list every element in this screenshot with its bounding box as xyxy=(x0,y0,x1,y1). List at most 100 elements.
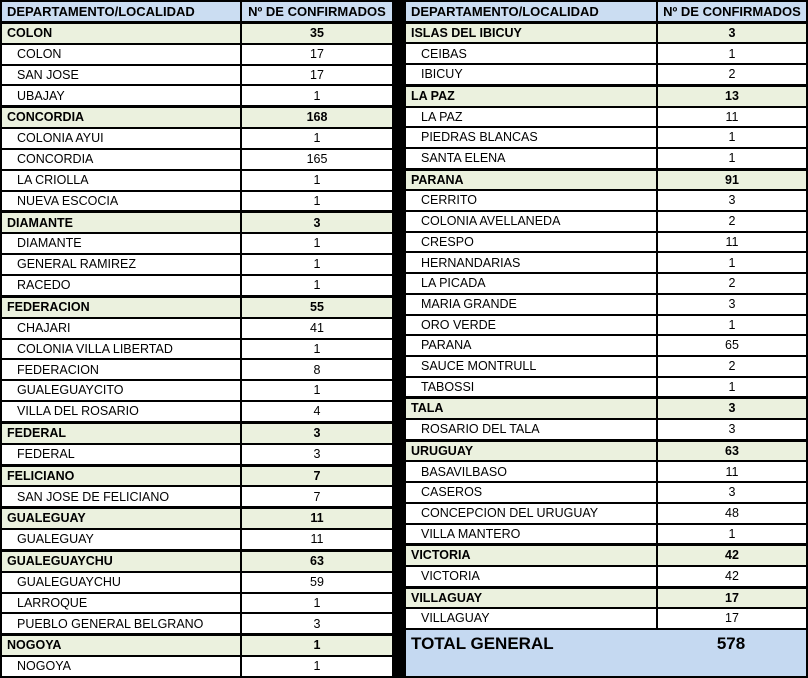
department-row: LA PAZ 13 xyxy=(406,83,806,106)
department-confirmed-count: 168 xyxy=(240,108,392,128)
locality-row: CONCEPCION DEL URUGUAY 48 xyxy=(406,501,806,523)
locality-name: UBAJAY xyxy=(17,88,65,103)
locality-confirmed-count: 11 xyxy=(656,232,806,252)
locality-name: CEIBAS xyxy=(421,46,467,61)
locality-name: HERNANDARIAS xyxy=(421,255,521,270)
locality-name: CASEROS xyxy=(421,485,483,500)
locality-row: HERNANDARIAS 1 xyxy=(406,251,806,273)
locality-name: VILLA DEL ROSARIO xyxy=(17,404,139,419)
locality-row: PARANA 65 xyxy=(406,334,806,355)
total-general-row: TOTAL GENERAL 578 xyxy=(406,628,806,677)
department-row: COLON 35 xyxy=(2,20,392,43)
locality-row: MARIA GRANDE 3 xyxy=(406,292,806,314)
department-name: VILLAGUAY xyxy=(411,590,483,605)
locality-confirmed-count: 8 xyxy=(240,360,392,380)
locality-row: VILLAGUAY 17 xyxy=(406,607,806,629)
department-row: NOGOYA 1 xyxy=(2,633,392,656)
department-name: VICTORIA xyxy=(411,548,471,563)
department-name: DIAMANTE xyxy=(7,215,73,230)
locality-confirmed-count: 2 xyxy=(656,65,806,84)
department-confirmed-count: 55 xyxy=(240,297,392,317)
department-confirmed-count: 3 xyxy=(240,213,392,233)
locality-confirmed-count: 1 xyxy=(240,255,392,274)
locality-row: BASAVILBASO 11 xyxy=(406,460,806,482)
locality-confirmed-count: 42 xyxy=(656,566,806,586)
locality-row: LA PAZ 11 xyxy=(406,105,806,127)
locality-name: PARANA xyxy=(421,338,472,353)
department-confirmed-count: 91 xyxy=(656,170,806,190)
locality-row: LA PICADA 2 xyxy=(406,272,806,293)
locality-confirmed-count: 3 xyxy=(656,483,806,502)
locality-confirmed-count: 41 xyxy=(240,318,392,338)
department-name: NOGOYA xyxy=(7,638,62,653)
locality-confirmed-count: 3 xyxy=(656,191,806,211)
locality-confirmed-count: 3 xyxy=(240,614,392,634)
locality-name: SAUCE MONTRULL xyxy=(421,359,537,374)
locality-confirmed-count: 165 xyxy=(240,149,392,169)
locality-confirmed-count: 11 xyxy=(656,107,806,127)
department-confirmed-count: 17 xyxy=(656,588,806,608)
locality-name: PIEDRAS BLANCAS xyxy=(421,130,538,145)
locality-name: RACEDO xyxy=(17,278,71,293)
locality-confirmed-count: 1 xyxy=(240,275,392,295)
locality-name: GENERAL RAMIREZ xyxy=(17,257,137,272)
locality-confirmed-count: 1 xyxy=(656,253,806,273)
locality-name: SAN JOSE xyxy=(17,67,79,82)
locality-confirmed-count: 1 xyxy=(240,129,392,148)
locality-row: SAN JOSE 17 xyxy=(2,63,392,85)
locality-name: CONCEPCION DEL URUGUAY xyxy=(421,505,599,520)
locality-confirmed-count: 65 xyxy=(656,336,806,355)
department-name: FELICIANO xyxy=(7,468,75,483)
locality-confirmed-count: 2 xyxy=(656,212,806,231)
locality-row: COLONIA VILLA LIBERTAD 1 xyxy=(2,337,392,359)
locality-row: SANTA ELENA 1 xyxy=(406,146,806,168)
locality-name: PUEBLO GENERAL BELGRANO xyxy=(17,616,204,631)
locality-name: LARROQUE xyxy=(17,595,88,610)
department-name: CONCORDIA xyxy=(7,110,85,125)
locality-row: TABOSSI 1 xyxy=(406,375,806,397)
department-confirmed-count: 1 xyxy=(240,636,392,656)
locality-name: MARIA GRANDE xyxy=(421,296,517,311)
locality-name: VILLA MANTERO xyxy=(421,526,521,541)
locality-name: CRESPO xyxy=(421,234,474,249)
locality-row: PUEBLO GENERAL BELGRANO 3 xyxy=(2,612,392,634)
department-confirmed-count: 35 xyxy=(240,23,392,43)
department-confirmed-count: 42 xyxy=(656,546,806,565)
locality-row: VICTORIA 42 xyxy=(406,564,806,586)
department-row: DIAMANTE 3 xyxy=(2,210,392,233)
locality-row: PIEDRAS BLANCAS 1 xyxy=(406,126,806,147)
locality-confirmed-count: 1 xyxy=(240,593,392,613)
locality-name: GUALEGUAY xyxy=(17,532,94,547)
locality-name: SANTA ELENA xyxy=(421,151,506,166)
locality-row: VILLA MANTERO 1 xyxy=(406,522,806,544)
locality-confirmed-count: 1 xyxy=(656,44,806,64)
locality-row: LARROQUE 1 xyxy=(2,591,392,613)
department-row: GUALEGUAY 11 xyxy=(2,506,392,529)
locality-row: ORO VERDE 1 xyxy=(406,313,806,335)
locality-name: SAN JOSE DE FELICIANO xyxy=(17,489,170,504)
locality-confirmed-count: 1 xyxy=(240,234,392,254)
locality-row: IBICUY 2 xyxy=(406,63,806,84)
locality-name: LA PAZ xyxy=(421,109,463,124)
department-confirmed-count: 11 xyxy=(240,509,392,529)
department-row: FEDERACION 55 xyxy=(2,294,392,317)
locality-name: COLONIA VILLA LIBERTAD xyxy=(17,341,173,356)
locality-row: COLONIA AYUI 1 xyxy=(2,127,392,148)
department-confirmed-count: 7 xyxy=(240,466,392,486)
department-row: FELICIANO 7 xyxy=(2,463,392,486)
locality-confirmed-count: 1 xyxy=(656,148,806,168)
locality-name: GUALEGUAYCITO xyxy=(17,383,124,398)
locality-name: DIAMANTE xyxy=(17,236,82,251)
locality-confirmed-count: 1 xyxy=(240,191,392,211)
locality-confirmed-count: 1 xyxy=(240,86,392,106)
locality-confirmed-count: 3 xyxy=(656,294,806,314)
right-table: DEPARTAMENTO/LOCALIDAD Nº DE CONFIRMADOS… xyxy=(404,0,808,678)
column-header-confirmed-count: Nº DE CONFIRMADOS xyxy=(656,2,806,21)
locality-confirmed-count: 17 xyxy=(656,609,806,629)
department-name: LA PAZ xyxy=(411,88,455,103)
department-name: PARANA xyxy=(411,172,464,187)
department-confirmed-count: 63 xyxy=(656,441,806,461)
department-row: URUGUAY 63 xyxy=(406,438,806,461)
locality-name: CERRITO xyxy=(421,193,478,208)
locality-name: VICTORIA xyxy=(421,569,480,584)
